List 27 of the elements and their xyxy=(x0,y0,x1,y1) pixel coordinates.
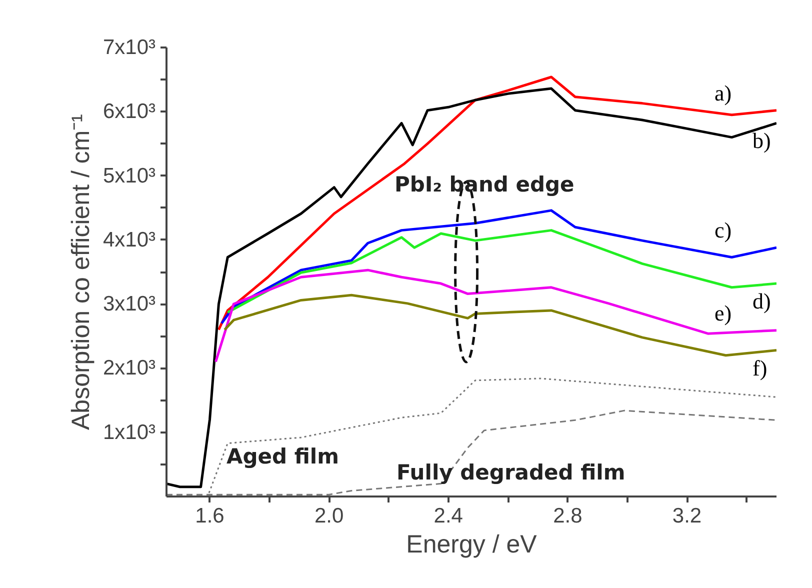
line-series xyxy=(220,209,776,325)
y-tick-label: 7x10³ xyxy=(102,36,156,59)
y-tick-label: 3x10³ xyxy=(102,292,156,316)
x-tick-label: 1.6 xyxy=(195,504,224,528)
annotation: Aged film xyxy=(226,444,340,468)
line-series xyxy=(223,294,776,357)
x-tick-label: 2.4 xyxy=(434,504,464,528)
annotation: PbI₂ band edge xyxy=(394,172,574,196)
series-label: f) xyxy=(752,355,768,380)
y-tick-label: 4x10³ xyxy=(102,228,156,252)
series-label: d) xyxy=(752,288,771,314)
annotation: Fully degraded film xyxy=(396,460,626,484)
y-tick-label: 1x10³ xyxy=(102,420,156,444)
series-label: e) xyxy=(714,300,732,326)
series-label: a) xyxy=(714,80,732,106)
y-tick-label: 2x10³ xyxy=(102,356,156,380)
y-tick-label: 5x10³ xyxy=(102,164,156,188)
line-series xyxy=(217,76,776,331)
x-tick-label: 3.2 xyxy=(672,504,702,528)
y-tick-label: 6x10³ xyxy=(102,100,156,124)
line-series xyxy=(166,87,776,488)
series-label: c) xyxy=(714,218,732,243)
y-axis-title: Absorption co efficient / cm⁻¹ xyxy=(66,114,95,430)
x-axis-title: Energy / eV xyxy=(406,530,538,558)
x-tick-label: 2.0 xyxy=(314,504,344,528)
x-tick-label: 2.8 xyxy=(553,504,582,528)
series-label: b) xyxy=(752,128,771,154)
